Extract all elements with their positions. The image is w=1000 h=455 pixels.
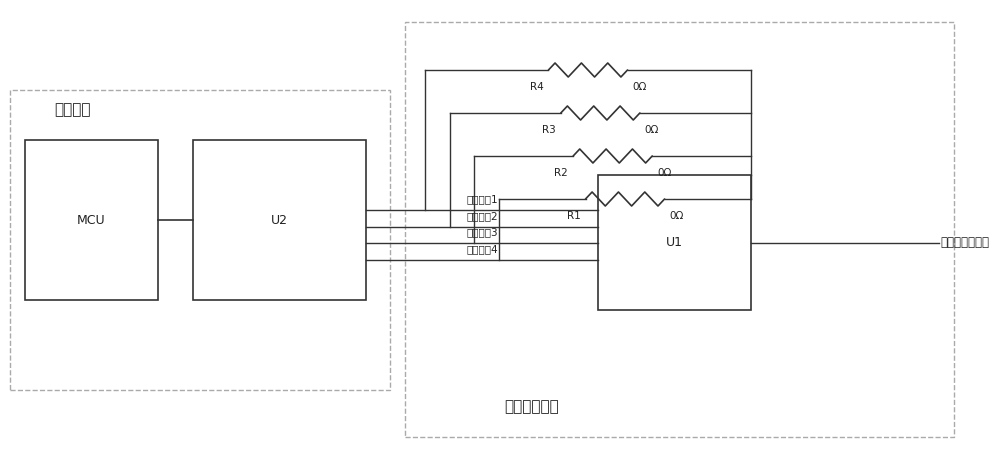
Text: U2: U2 bbox=[271, 213, 288, 227]
Text: 0Ω: 0Ω bbox=[669, 211, 684, 221]
Text: 信号种类1: 信号种类1 bbox=[466, 194, 498, 204]
Bar bbox=[25, 140, 158, 300]
Text: 接负载采集信号: 接负载采集信号 bbox=[941, 236, 990, 249]
Text: R3: R3 bbox=[542, 125, 556, 135]
Text: R2: R2 bbox=[554, 168, 568, 178]
Text: 0Ω: 0Ω bbox=[657, 168, 671, 178]
Text: 主控模块: 主控模块 bbox=[54, 102, 91, 117]
Text: R4: R4 bbox=[530, 82, 543, 92]
Text: 信号种类3: 信号种类3 bbox=[466, 228, 498, 238]
Bar bbox=[193, 140, 366, 300]
Text: 信号种类4: 信号种类4 bbox=[466, 244, 498, 254]
Text: 信号种类2: 信号种类2 bbox=[466, 212, 498, 222]
Bar bbox=[10, 90, 390, 390]
Text: 0Ω: 0Ω bbox=[632, 82, 647, 92]
Text: U1: U1 bbox=[666, 236, 683, 249]
Bar bbox=[598, 175, 751, 310]
Text: 信号采集模块: 信号采集模块 bbox=[504, 399, 559, 415]
Text: R1: R1 bbox=[567, 211, 581, 221]
Text: MCU: MCU bbox=[77, 213, 106, 227]
Text: 0Ω: 0Ω bbox=[645, 125, 659, 135]
Bar bbox=[405, 22, 954, 437]
